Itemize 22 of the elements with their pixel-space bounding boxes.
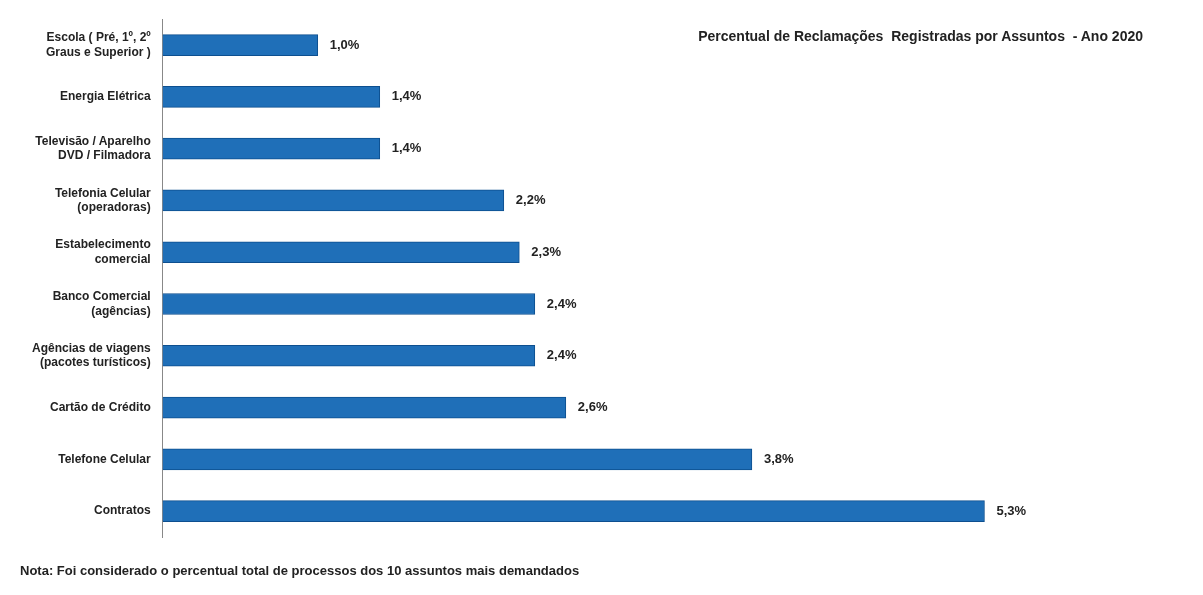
data-label: 2,4%	[546, 347, 577, 363]
y-tick-label: Cartão de Crédito	[50, 399, 151, 414]
data-label: 5,3%	[996, 502, 1027, 518]
y-tick-label: Escola ( Pré, 1º, 2º Graus e Superior )	[46, 30, 152, 59]
y-tick-label: Agências de viagens (pacotes turísticos)	[32, 340, 152, 370]
data-label: 1,4%	[391, 140, 422, 156]
y-tick-label: Contratos	[94, 503, 152, 518]
y-tick-label: Televisão / Aparelho DVD / Filmadora	[35, 133, 152, 163]
data-label: 2,3%	[531, 243, 562, 259]
y-tick-label: Telefone Celular	[58, 451, 152, 466]
data-label: 1,4%	[391, 88, 422, 104]
y-tick-label: Banco Comercial (agências)	[52, 289, 151, 318]
y-tick-label: Telefonia Celular (operadoras)	[54, 185, 152, 214]
data-label: 1,0%	[329, 36, 360, 52]
y-tick-label: Energia Elétrica	[60, 89, 152, 104]
data-label: 2,6%	[577, 399, 608, 415]
y-tick-label: Estabelecimento comercial	[55, 237, 151, 266]
data-label: 3,8%	[763, 450, 794, 466]
text: Nota: Foi considerado o percentual total de processos dos 10 assuntos mais demandados	[20, 563, 580, 578]
data-label: 2,4%	[546, 295, 577, 311]
data-label: 2,2%	[515, 192, 546, 208]
text: Percentual de Reclamações Registradas por Assuntos - Ano 2020	[698, 28, 1143, 44]
